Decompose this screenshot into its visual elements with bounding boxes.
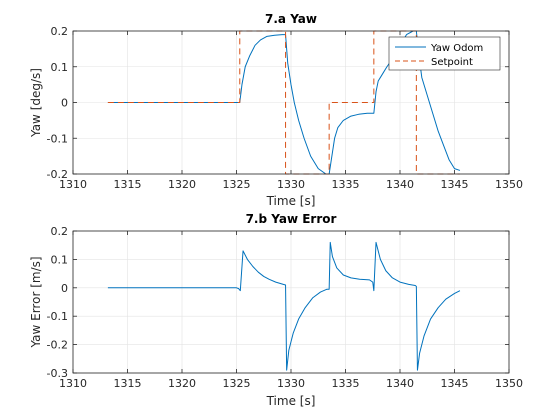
y-tick-label: 0.1 <box>51 253 69 266</box>
legend-box <box>388 36 501 71</box>
y-tick-label: -0.1 <box>47 310 68 323</box>
yaw-x-axis-label: Time [s] <box>266 194 316 208</box>
yaw-error-series-layer <box>107 241 461 371</box>
x-tick-label: 1320 <box>168 377 196 390</box>
x-tick-label: 1310 <box>59 178 87 191</box>
x-tick-label: 1325 <box>223 178 251 191</box>
yaw-error-x-axis-label: Time [s] <box>266 394 316 408</box>
yaw-error-y-axis-label: Yaw Error [m/s] <box>29 256 43 348</box>
yaw-title: 7.a Yaw <box>265 12 317 26</box>
x-tick-label: 1310 <box>59 377 87 390</box>
y-tick-label: 0.1 <box>51 61 69 74</box>
x-tick-label: 1325 <box>223 377 251 390</box>
x-tick-label: 1330 <box>277 178 305 191</box>
yaw-error-series-line-0 <box>107 241 461 371</box>
y-tick-label: -0.2 <box>47 168 68 181</box>
yaw-ticks: 1310 1315 1320 1325 1330 1335 1340 1345 1350 -0.2… <box>47 25 523 191</box>
y-tick-label: -0.1 <box>47 132 68 145</box>
yaw-panel: 1310 1315 1320 1325 1330 1335 1340 1345 1350 -0.2… <box>29 12 523 208</box>
y-tick-label: 0 <box>61 97 68 110</box>
y-tick-label: -0.3 <box>47 367 68 380</box>
y-tick-label: 0.2 <box>51 25 69 38</box>
x-tick-label: 1320 <box>168 178 196 191</box>
x-tick-label: 1350 <box>495 377 523 390</box>
x-tick-label: 1335 <box>332 178 360 191</box>
x-tick-label: 1345 <box>441 377 469 390</box>
yaw-error-title: 7.b Yaw Error <box>246 212 337 226</box>
legend-label-yaw-odom: Yaw Odom <box>430 43 483 54</box>
yaw-y-axis-label: Yaw [deg/s] <box>29 68 43 138</box>
x-tick-label: 1340 <box>386 178 414 191</box>
y-tick-label: 0.2 <box>51 225 69 238</box>
legend-label-setpoint: Setpoint <box>431 57 473 68</box>
x-tick-label: 1330 <box>277 377 305 390</box>
x-tick-label: 1335 <box>332 377 360 390</box>
x-tick-label: 1315 <box>114 178 142 191</box>
yaw-legend: Yaw Odom Setpoint <box>388 36 501 71</box>
x-tick-label: 1350 <box>495 178 523 191</box>
x-tick-label: 1340 <box>386 377 414 390</box>
yaw-error-ticks: 1310 1315 1320 1325 1330 1335 1340 1345 1350 -0.3… <box>47 225 523 390</box>
x-tick-label: 1315 <box>114 377 142 390</box>
yaw-error-panel: 1310 1315 1320 1325 1330 1335 1340 1345 1350 -0.3… <box>29 212 523 408</box>
y-tick-label: 0 <box>61 282 68 295</box>
y-tick-label: -0.2 <box>47 339 68 352</box>
yaw-series-line-1 <box>107 30 460 175</box>
yaw-grid <box>72 30 510 175</box>
x-tick-label: 1345 <box>441 178 469 191</box>
